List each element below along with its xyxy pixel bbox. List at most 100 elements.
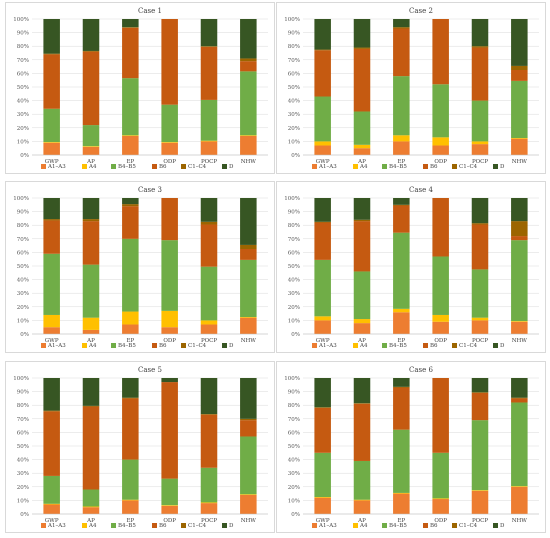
bar-segment-nhw-series-6 bbox=[240, 198, 257, 245]
chart-title: Case 6 bbox=[409, 366, 433, 374]
bar-segment-nhw-series-3 bbox=[240, 71, 257, 136]
bar-segment-nhw-series-5 bbox=[511, 65, 528, 70]
y-tick-label: 50% bbox=[17, 264, 29, 270]
x-tick-label: EP bbox=[126, 338, 134, 344]
bar-segment-gwp-series-4 bbox=[314, 50, 331, 97]
bar-segment-pocp-series-1 bbox=[200, 141, 218, 155]
bar-segment-gwp-series-2 bbox=[43, 314, 60, 328]
bar-segment-gwp-series-3 bbox=[314, 259, 331, 317]
y-tick-label: 10% bbox=[17, 318, 29, 324]
bar-segment-pocp-series-2 bbox=[471, 317, 489, 321]
bar-segment-nhw-series-2 bbox=[511, 486, 528, 487]
legend-label: A1–A3 bbox=[47, 523, 66, 529]
bar-segment-odp-series-3 bbox=[432, 256, 449, 315]
bar-segment-gwp-series-4 bbox=[314, 407, 331, 453]
legend-swatch bbox=[41, 343, 46, 348]
legend-label: B4–B5 bbox=[118, 164, 136, 170]
y-tick-label: 90% bbox=[17, 210, 29, 216]
bar-segment-ap-series-2 bbox=[353, 499, 371, 501]
bar-segment-pocp-series-2 bbox=[200, 502, 218, 504]
legend-label: A4 bbox=[88, 523, 97, 529]
y-tick-label: 90% bbox=[288, 31, 300, 37]
bar-segment-ep-series-3 bbox=[393, 429, 410, 493]
legend-swatch bbox=[111, 164, 116, 169]
bar-segment-nhw-series-2 bbox=[511, 321, 528, 322]
bar-segment-nhw-series-4 bbox=[240, 249, 257, 260]
bar-segment-ap-series-2 bbox=[82, 506, 100, 508]
legend-label: D bbox=[500, 164, 505, 170]
y-tick-label: 10% bbox=[288, 139, 300, 145]
x-tick-label: ODP bbox=[434, 338, 447, 344]
y-tick-label: 20% bbox=[288, 485, 300, 491]
bar-segment-nhw-series-4 bbox=[511, 236, 528, 241]
legend-label: C1–C4 bbox=[459, 343, 478, 349]
bar-segment-ep-series-1 bbox=[122, 500, 139, 514]
x-tick-label: EP bbox=[397, 518, 405, 524]
legend-swatch bbox=[493, 164, 498, 169]
bar-segment-ep-series-1 bbox=[393, 141, 410, 155]
bar-segment-ep-series-3 bbox=[122, 78, 139, 136]
chart-svg-case-6: Case 6 0% 10% 20% 30% 40% 50% 60% 70% 80% 90% 100% G… bbox=[284, 366, 539, 529]
legend-swatch bbox=[222, 523, 227, 528]
bar-segment-ap-series-6 bbox=[353, 19, 371, 48]
x-tick-label: ODP bbox=[434, 518, 447, 524]
y-tick-label: 20% bbox=[17, 485, 29, 491]
legend-swatch bbox=[493, 523, 498, 528]
bar-segment-odp-series-4 bbox=[161, 198, 178, 241]
x-tick-label: ODP bbox=[434, 159, 447, 165]
legend-swatch bbox=[493, 343, 498, 348]
y-tick-label: 50% bbox=[288, 444, 300, 450]
bar-segment-ap-series-6 bbox=[353, 198, 371, 220]
x-tick-label: AP bbox=[86, 338, 95, 344]
bar-segment-nhw-series-6 bbox=[240, 19, 257, 59]
x-tick-label: POCP bbox=[201, 159, 217, 165]
bar-segment-pocp-series-3 bbox=[471, 420, 489, 491]
bar-segment-odp-series-1 bbox=[432, 499, 449, 514]
legend-swatch bbox=[382, 343, 387, 348]
chart-title: Case 3 bbox=[138, 186, 162, 194]
bar-segment-pocp-series-4 bbox=[200, 46, 218, 100]
y-tick-label: 80% bbox=[17, 403, 29, 409]
x-tick-label: NHW bbox=[512, 518, 528, 524]
y-tick-label: 100% bbox=[284, 17, 300, 23]
legend-swatch bbox=[181, 523, 186, 528]
y-tick-label: 100% bbox=[284, 376, 300, 382]
y-tick-label: 60% bbox=[17, 71, 29, 77]
bar-segment-pocp-series-4 bbox=[471, 224, 489, 270]
bar-segment-gwp-series-1 bbox=[314, 497, 331, 514]
bar-segment-gwp-series-5 bbox=[43, 219, 60, 221]
y-tick-label: 30% bbox=[17, 471, 29, 477]
legend-label: C1–C4 bbox=[188, 164, 207, 170]
bar-segment-pocp-series-5 bbox=[200, 46, 218, 47]
bar-segment-nhw-series-1 bbox=[511, 138, 528, 155]
chart-panel-case-6: Case 6 0% 10% 20% 30% 40% 50% 60% 70% 80% 90% 100% G… bbox=[276, 361, 546, 533]
bar-segment-odp-series-3 bbox=[432, 84, 449, 138]
bar-segment-pocp-series-3 bbox=[200, 266, 218, 321]
bar-segment-ep-series-5 bbox=[393, 204, 410, 206]
bar-segment-pocp-series-4 bbox=[471, 47, 489, 101]
y-tick-label: 0% bbox=[291, 332, 300, 338]
y-tick-label: 40% bbox=[288, 458, 300, 464]
y-tick-label: 60% bbox=[17, 250, 29, 256]
chart-panel-case-4: Case 4 0% 10% 20% 30% 40% 50% 60% 70% 80% 90% 100% G… bbox=[276, 181, 546, 353]
bar-segment-pocp-series-1 bbox=[471, 144, 489, 155]
y-tick-label: 40% bbox=[17, 278, 29, 284]
bar-segment-odp-series-4 bbox=[161, 382, 178, 479]
bar-segment-ep-series-1 bbox=[122, 324, 139, 334]
bar-segment-ep-series-1 bbox=[393, 312, 410, 334]
chart-title: Case 5 bbox=[138, 366, 162, 374]
bar-segment-nhw-series-3 bbox=[511, 80, 528, 138]
bar-segment-odp-series-2 bbox=[161, 310, 178, 328]
legend-label: B4–B5 bbox=[389, 523, 407, 529]
legend-swatch bbox=[423, 523, 428, 528]
x-tick-label: EP bbox=[397, 159, 405, 165]
bar-segment-ep-series-5 bbox=[393, 386, 410, 388]
y-tick-label: 10% bbox=[288, 318, 300, 324]
bar-segment-pocp-series-5 bbox=[200, 221, 218, 225]
bar-segment-ep-series-5 bbox=[122, 204, 139, 207]
bar-segment-gwp-series-3 bbox=[314, 96, 331, 142]
bar-segment-ep-series-1 bbox=[393, 493, 410, 514]
legend-swatch bbox=[312, 523, 317, 528]
legend-label: A4 bbox=[88, 164, 97, 170]
bar-segment-pocp-series-3 bbox=[200, 467, 218, 503]
